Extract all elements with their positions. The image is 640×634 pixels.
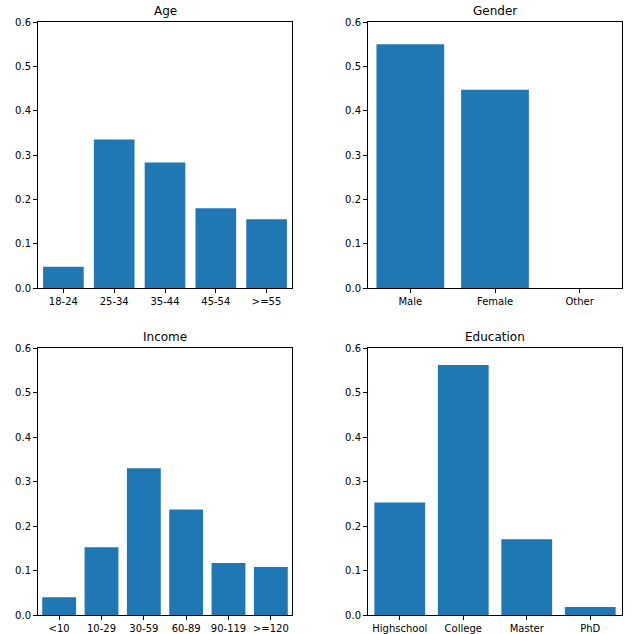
svg-text:60-89: 60-89	[172, 623, 201, 634]
svg-text:90-119: 90-119	[211, 623, 246, 634]
svg-text:Highschool: Highschool	[372, 623, 427, 634]
svg-text:0.6: 0.6	[345, 17, 361, 28]
svg-text:0.2: 0.2	[15, 521, 31, 532]
svg-text:0.2: 0.2	[345, 194, 361, 205]
svg-text:0.1: 0.1	[345, 238, 361, 249]
svg-text:>=120: >=120	[253, 623, 289, 634]
svg-text:0.1: 0.1	[15, 238, 31, 249]
svg-text:0.0: 0.0	[15, 610, 31, 621]
svg-text:<10: <10	[49, 623, 70, 634]
svg-text:Education: Education	[465, 330, 525, 344]
svg-text:0.3: 0.3	[15, 150, 31, 161]
svg-text:0.5: 0.5	[345, 61, 361, 72]
svg-text:25-34: 25-34	[100, 296, 129, 307]
svg-text:0.6: 0.6	[15, 17, 31, 28]
svg-text:0.1: 0.1	[345, 565, 361, 576]
svg-text:College: College	[445, 623, 482, 634]
svg-text:0.0: 0.0	[345, 610, 361, 621]
svg-text:0.2: 0.2	[345, 521, 361, 532]
svg-text:0.4: 0.4	[345, 105, 361, 116]
svg-text:0.4: 0.4	[15, 432, 31, 443]
svg-text:0.3: 0.3	[345, 476, 361, 487]
svg-text:10-29: 10-29	[87, 623, 116, 634]
svg-text:45-54: 45-54	[201, 296, 230, 307]
svg-text:Age: Age	[154, 4, 177, 18]
svg-text:Female: Female	[477, 296, 513, 307]
svg-text:Gender: Gender	[473, 4, 517, 18]
svg-text:Male: Male	[398, 296, 422, 307]
svg-text:0.6: 0.6	[345, 343, 361, 354]
svg-text:0.1: 0.1	[15, 565, 31, 576]
svg-text:0.3: 0.3	[15, 476, 31, 487]
svg-text:0.0: 0.0	[15, 283, 31, 294]
svg-text:0.5: 0.5	[15, 387, 31, 398]
svg-text:18-24: 18-24	[49, 296, 78, 307]
svg-text:Master: Master	[510, 623, 545, 634]
svg-text:0.4: 0.4	[345, 432, 361, 443]
svg-text:Other: Other	[565, 296, 594, 307]
svg-text:0.2: 0.2	[15, 194, 31, 205]
svg-text:0.3: 0.3	[345, 150, 361, 161]
svg-text:35-44: 35-44	[150, 296, 179, 307]
svg-text:0.5: 0.5	[15, 61, 31, 72]
svg-text:>=55: >=55	[252, 296, 281, 307]
svg-text:Income: Income	[143, 330, 187, 344]
svg-text:30-59: 30-59	[129, 623, 158, 634]
svg-text:0.5: 0.5	[345, 387, 361, 398]
svg-text:PhD: PhD	[580, 623, 600, 634]
svg-text:0.6: 0.6	[15, 343, 31, 354]
svg-text:0.4: 0.4	[15, 105, 31, 116]
svg-text:0.0: 0.0	[345, 283, 361, 294]
